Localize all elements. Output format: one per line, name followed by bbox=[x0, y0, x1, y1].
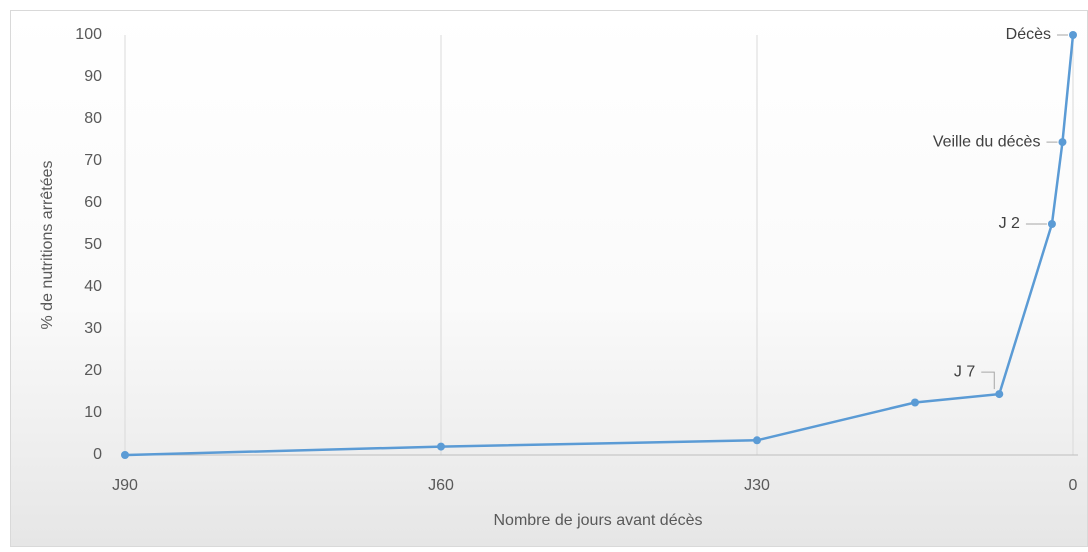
point-label: Décès bbox=[1006, 26, 1051, 43]
chart-area bbox=[10, 10, 1088, 547]
x-tick-label: J90 bbox=[112, 477, 138, 494]
point bbox=[437, 442, 445, 451]
point-label: Veille du décès bbox=[933, 133, 1041, 150]
point-label: J 7 bbox=[954, 363, 975, 380]
line bbox=[124, 34, 1075, 457]
y-tick-label: 50 bbox=[84, 236, 102, 253]
y-tick-label: 40 bbox=[84, 278, 102, 295]
x-tick-label: 0 bbox=[1069, 477, 1078, 494]
point bbox=[1069, 31, 1077, 39]
y-tick-label: 80 bbox=[84, 110, 102, 127]
y-tick-label: 90 bbox=[84, 68, 102, 85]
x-tick-label: J30 bbox=[744, 477, 770, 494]
leader-line bbox=[981, 371, 995, 390]
y-axis-title: % de nutritions arrêtées bbox=[39, 161, 56, 330]
point bbox=[1047, 220, 1056, 228]
point bbox=[753, 436, 761, 445]
y-tick-label: 0 bbox=[93, 446, 102, 463]
y-tick-label: 70 bbox=[84, 152, 102, 169]
y-tick-label: 60 bbox=[84, 194, 102, 211]
y-tick-label: 30 bbox=[84, 320, 102, 337]
point bbox=[911, 398, 919, 407]
x-tick-label: J60 bbox=[428, 477, 454, 494]
y-tick-label: 10 bbox=[84, 404, 102, 421]
y-tick-label: 100 bbox=[75, 26, 102, 43]
y-tick-label: 20 bbox=[84, 362, 102, 379]
x-axis-title: Nombre de jours avant décès bbox=[494, 512, 703, 529]
point bbox=[995, 390, 1004, 399]
point bbox=[121, 451, 129, 459]
point bbox=[1058, 138, 1067, 147]
point-label: J 2 bbox=[999, 215, 1020, 232]
